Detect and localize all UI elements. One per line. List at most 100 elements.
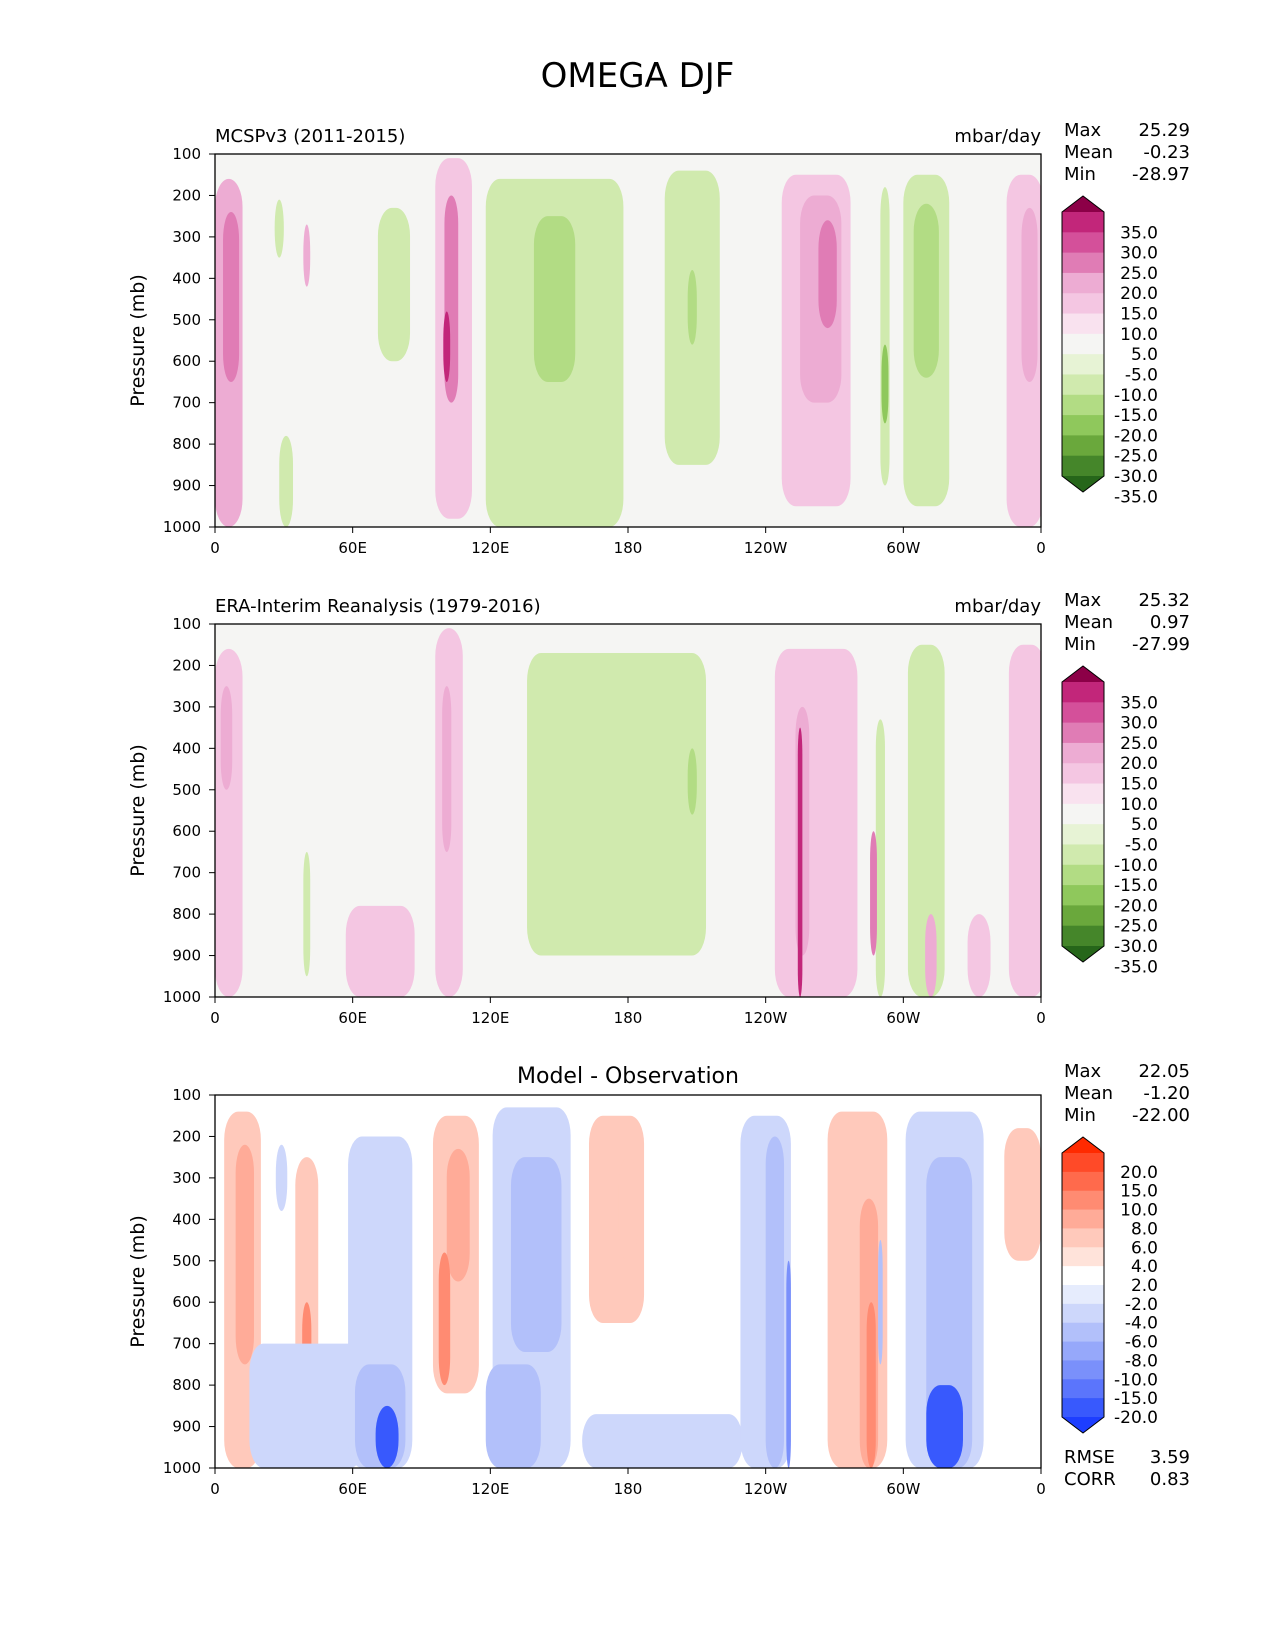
colorbar-label: -8.0 bbox=[1125, 1351, 1158, 1371]
colorbar-segment bbox=[1062, 824, 1104, 845]
stat-label: Max bbox=[1064, 120, 1102, 141]
contour-layer bbox=[215, 158, 1041, 527]
x-tick-label: 0 bbox=[1036, 1480, 1046, 1498]
colorbar-segment bbox=[1062, 415, 1104, 436]
y-tick-label: 600 bbox=[172, 352, 201, 370]
y-tick-label: 700 bbox=[172, 864, 201, 882]
colorbar-label: 15.0 bbox=[1120, 305, 1158, 325]
colorbar-segment bbox=[1062, 803, 1104, 825]
y-tick-label: 500 bbox=[172, 781, 201, 799]
contour-region bbox=[926, 1385, 963, 1468]
x-tick-label: 120W bbox=[744, 1480, 788, 1498]
colorbar-extend-bottom bbox=[1062, 1417, 1104, 1433]
panel-units: mbar/day bbox=[954, 126, 1041, 147]
stat-value: -28.97 bbox=[1132, 164, 1190, 185]
colorbar-label: 20.0 bbox=[1120, 754, 1158, 774]
colorbar-label: -30.0 bbox=[1114, 467, 1158, 487]
y-tick-label: 900 bbox=[172, 947, 201, 965]
colorbar-segment bbox=[1062, 252, 1104, 274]
x-tick-label: 60E bbox=[338, 1009, 367, 1027]
contour-region bbox=[442, 686, 452, 852]
colorbar-segment bbox=[1062, 1153, 1104, 1173]
colorbar-label: -5.0 bbox=[1125, 365, 1158, 385]
contour-region bbox=[875, 719, 885, 997]
stat-value: 0.83 bbox=[1150, 1469, 1190, 1490]
colorbar-extend-top bbox=[1062, 1137, 1104, 1153]
y-tick-label: 100 bbox=[172, 145, 201, 163]
panel-subtitle: ERA-Interim Reanalysis (1979-2016) bbox=[215, 596, 541, 617]
contour-region bbox=[925, 914, 937, 997]
contour-region bbox=[870, 831, 877, 956]
x-tick-label: 180 bbox=[614, 539, 643, 557]
x-tick-label: 60W bbox=[886, 1480, 920, 1498]
contour-region bbox=[866, 1302, 876, 1468]
y-axis-label: Pressure (mb) bbox=[127, 744, 149, 877]
contour-region bbox=[797, 727, 803, 997]
stat-value: 22.05 bbox=[1138, 1061, 1190, 1082]
colorbar-segment bbox=[1062, 702, 1104, 724]
colorbar-outline bbox=[1061, 1136, 1105, 1434]
colorbar-label: -10.0 bbox=[1114, 856, 1158, 876]
y-tick-label: 1000 bbox=[163, 1459, 201, 1477]
colorbar-label: 10.0 bbox=[1120, 325, 1158, 345]
colorbar-label: -6.0 bbox=[1125, 1333, 1158, 1353]
contour-region bbox=[275, 1144, 288, 1212]
contour-region bbox=[1021, 207, 1038, 382]
colorbar-label: 6.0 bbox=[1131, 1238, 1158, 1258]
contour-region bbox=[345, 905, 415, 997]
contour-region bbox=[880, 187, 890, 486]
colorbar-label: -20.0 bbox=[1114, 896, 1158, 916]
stat-value: -0.23 bbox=[1143, 142, 1190, 163]
contour-region bbox=[446, 1148, 470, 1282]
contour-region bbox=[1008, 644, 1041, 997]
stat-value: 3.59 bbox=[1150, 1447, 1190, 1468]
contour-region bbox=[249, 1343, 365, 1468]
y-tick-label: 600 bbox=[172, 822, 201, 840]
stat-value: 25.32 bbox=[1138, 590, 1190, 611]
contour-region bbox=[235, 1144, 255, 1365]
contour-region bbox=[220, 686, 233, 790]
colorbar-label: -30.0 bbox=[1114, 937, 1158, 957]
x-tick-label: 120E bbox=[471, 1480, 509, 1498]
colorbar-label: 8.0 bbox=[1131, 1219, 1158, 1239]
stat-value: 25.29 bbox=[1138, 120, 1190, 141]
y-tick-label: 1000 bbox=[163, 518, 201, 536]
x-tick-label: 120W bbox=[744, 1009, 788, 1027]
y-tick-label: 300 bbox=[172, 228, 201, 246]
colorbar-label: 5.0 bbox=[1131, 815, 1158, 835]
colorbar-segment bbox=[1062, 1228, 1104, 1248]
x-tick-label: 120E bbox=[471, 539, 509, 557]
stat-label: Min bbox=[1064, 634, 1096, 655]
colorbar-label: 10.0 bbox=[1120, 795, 1158, 815]
contour-region bbox=[818, 220, 837, 329]
colorbar-segment bbox=[1062, 212, 1104, 233]
contour-region bbox=[223, 212, 240, 382]
colorbar-segment bbox=[1062, 354, 1104, 375]
colorbar: 35.030.025.020.015.010.05.0-5.0-10.0-15.… bbox=[1061, 665, 1158, 977]
contour-layer bbox=[224, 1107, 1041, 1468]
colorbar-segment bbox=[1062, 272, 1104, 294]
stat-label: Max bbox=[1064, 1061, 1102, 1082]
colorbar-segment bbox=[1062, 1322, 1104, 1343]
figure-title: OMEGA DJF bbox=[540, 56, 735, 96]
contour-region bbox=[907, 644, 945, 997]
colorbar-label: 20.0 bbox=[1120, 1163, 1158, 1183]
colorbar-extend-top bbox=[1062, 196, 1104, 212]
y-tick-label: 800 bbox=[172, 435, 201, 453]
y-tick-label: 400 bbox=[172, 739, 201, 757]
x-tick-label: 180 bbox=[614, 1009, 643, 1027]
stat-label: Mean bbox=[1064, 1083, 1113, 1104]
contour-region bbox=[795, 706, 810, 956]
y-tick-label: 100 bbox=[172, 1086, 201, 1104]
stat-label: Min bbox=[1064, 164, 1096, 185]
colorbar-segment bbox=[1062, 682, 1104, 703]
colorbar-label: 15.0 bbox=[1120, 1182, 1158, 1202]
panel-observation: 100 200 300 400 500 600 700 800 900 1000 0 60E 120E 1… bbox=[127, 590, 1190, 1027]
x-tick-label: 60E bbox=[338, 1480, 367, 1498]
colorbar-label: 5.0 bbox=[1131, 345, 1158, 365]
colorbar-label: -20.0 bbox=[1114, 426, 1158, 446]
contour-region bbox=[443, 311, 451, 382]
colorbar-segment bbox=[1062, 374, 1104, 396]
colorbar-label: -25.0 bbox=[1114, 447, 1158, 467]
contour-region bbox=[618, 1157, 638, 1261]
